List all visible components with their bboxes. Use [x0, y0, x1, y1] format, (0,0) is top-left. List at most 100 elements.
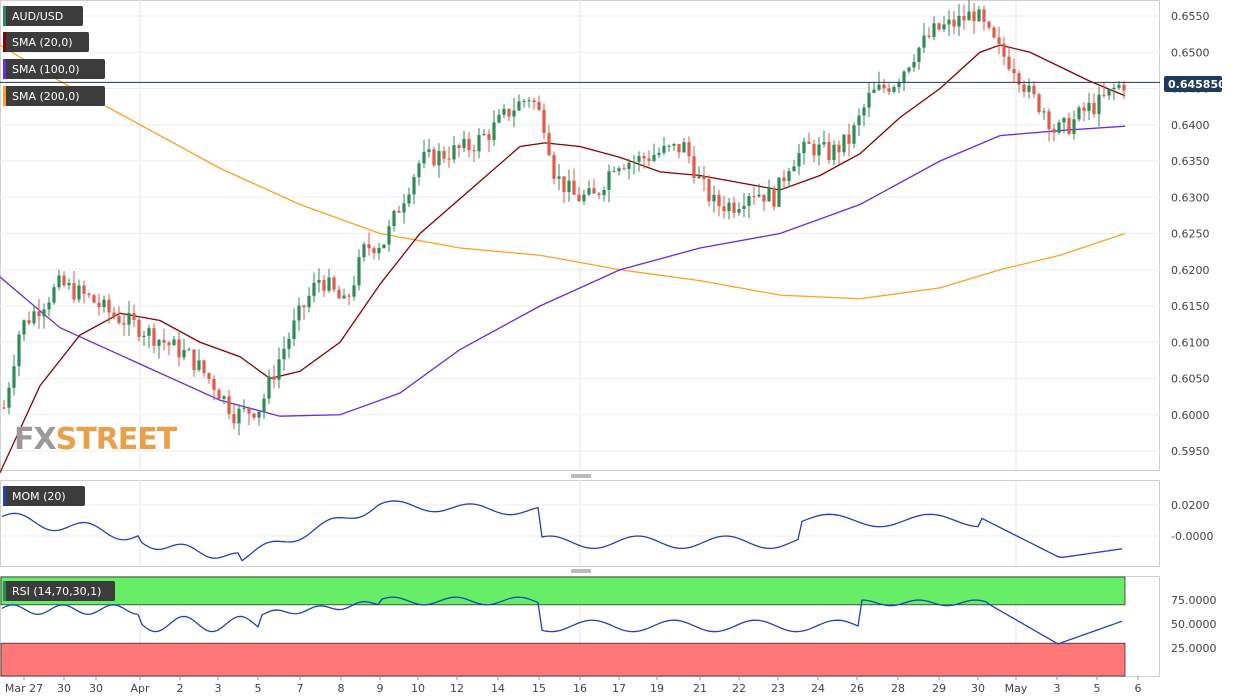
sma-20-line: [0, 44, 1126, 474]
candle-body: [232, 413, 236, 424]
candle-body: [822, 142, 826, 145]
candle-body: [837, 144, 841, 153]
candle-body: [707, 179, 711, 202]
candle-body: [242, 407, 246, 409]
candle-body: [387, 226, 391, 245]
candle-body: [192, 349, 196, 370]
candle-body: [322, 279, 326, 291]
rsi-series: [0, 576, 1126, 677]
x-tick-label: 2: [177, 682, 184, 695]
candle-body: [122, 322, 126, 325]
x-tick-label: 9: [377, 682, 384, 695]
sma-200-series: [0, 44, 1126, 300]
candle-body: [477, 135, 481, 152]
candle-body: [607, 171, 611, 190]
y-tick-label: 0.6350: [1171, 155, 1210, 168]
candle-body: [832, 144, 836, 160]
candle-body: [562, 176, 566, 193]
candle-body: [427, 149, 431, 152]
candle-body: [237, 408, 241, 424]
candle-body: [642, 156, 646, 159]
x-tick-label: 30: [89, 682, 103, 695]
candle-body: [597, 193, 601, 196]
candle-body: [512, 110, 516, 117]
candle-body: [52, 287, 56, 303]
candles: [2, 0, 1126, 436]
rsi-overbought-zone: [0, 576, 1126, 606]
candle-body: [682, 142, 686, 153]
pane-resize-handle-2[interactable]: [570, 568, 592, 574]
x-tick-label: 22: [732, 682, 746, 695]
candle-body: [1052, 129, 1056, 133]
candle-body: [32, 311, 36, 324]
candle-body: [457, 145, 461, 148]
candle-body: [127, 312, 131, 325]
candle-body: [777, 177, 781, 207]
candle-body: [307, 295, 311, 308]
candle-body: [332, 277, 336, 290]
candle-body: [612, 171, 616, 173]
candle-body: [467, 138, 471, 151]
x-tick-label: 30: [57, 682, 71, 695]
candle-body: [1032, 85, 1036, 95]
candle-body: [717, 194, 721, 207]
candle-body: [1047, 111, 1051, 130]
legend-mom: MOM (20): [3, 486, 85, 506]
candle-body: [1122, 84, 1126, 91]
candle-body: [652, 154, 656, 161]
candle-body: [177, 339, 181, 358]
candle-body: [827, 142, 831, 160]
y-tick-label: 0.6500: [1171, 46, 1210, 59]
candle-body: [497, 114, 501, 123]
momentum-series: [1, 500, 1123, 562]
candle-body: [617, 168, 621, 172]
candle-body: [622, 168, 626, 170]
sma-100-line: [0, 125, 1126, 417]
candle-body: [1102, 94, 1106, 96]
candle-body: [972, 11, 976, 22]
candle-body: [742, 205, 746, 209]
candle-body: [1082, 107, 1086, 112]
x-tick-label: 8: [338, 682, 345, 695]
candle-body: [67, 283, 71, 286]
x-tick-label: 7: [297, 682, 304, 695]
rsi-line: [1, 596, 1123, 645]
candle-body: [722, 206, 726, 212]
candle-body: [977, 9, 981, 22]
candle-body: [352, 285, 356, 297]
candle-body: [377, 247, 381, 254]
candle-body: [517, 101, 521, 111]
candle-body: [582, 194, 586, 202]
candle-body: [182, 350, 186, 358]
candle-body: [912, 61, 916, 68]
candle-body: [932, 23, 936, 37]
candle-body: [2, 407, 6, 409]
candle-body: [552, 155, 556, 179]
candle-body: [1037, 94, 1041, 113]
pane-resize-handle-1[interactable]: [570, 473, 592, 479]
candle-body: [1092, 102, 1096, 115]
candle-body: [702, 176, 706, 180]
rsi-y-tick-label: 25.0000: [1171, 642, 1217, 655]
svg-text:AUD/USD: AUD/USD: [12, 10, 63, 23]
candle-body: [927, 35, 931, 37]
candle-body: [677, 143, 681, 153]
x-tick-label: 29: [932, 682, 946, 695]
candle-body: [922, 35, 926, 48]
candle-body: [337, 289, 341, 299]
candle-body: [792, 166, 796, 172]
candle-body: [297, 305, 301, 321]
candle-body: [547, 132, 551, 156]
legend-sma-200: SMA (200,0): [3, 86, 105, 106]
sma-100-series: [0, 125, 1126, 417]
candle-body: [782, 177, 786, 182]
y-tick-label: 0.6150: [1171, 300, 1210, 313]
candle-body: [452, 145, 456, 160]
y-tick-label: 0.6250: [1171, 228, 1210, 241]
candle-body: [142, 335, 146, 337]
axes: 0.65500.65000.64500.64000.63500.63000.62…: [0, 10, 1217, 695]
candle-body: [632, 161, 636, 163]
x-tick-label: Apr: [130, 682, 150, 695]
candle-body: [757, 194, 761, 197]
x-tick-label: 21: [693, 682, 707, 695]
